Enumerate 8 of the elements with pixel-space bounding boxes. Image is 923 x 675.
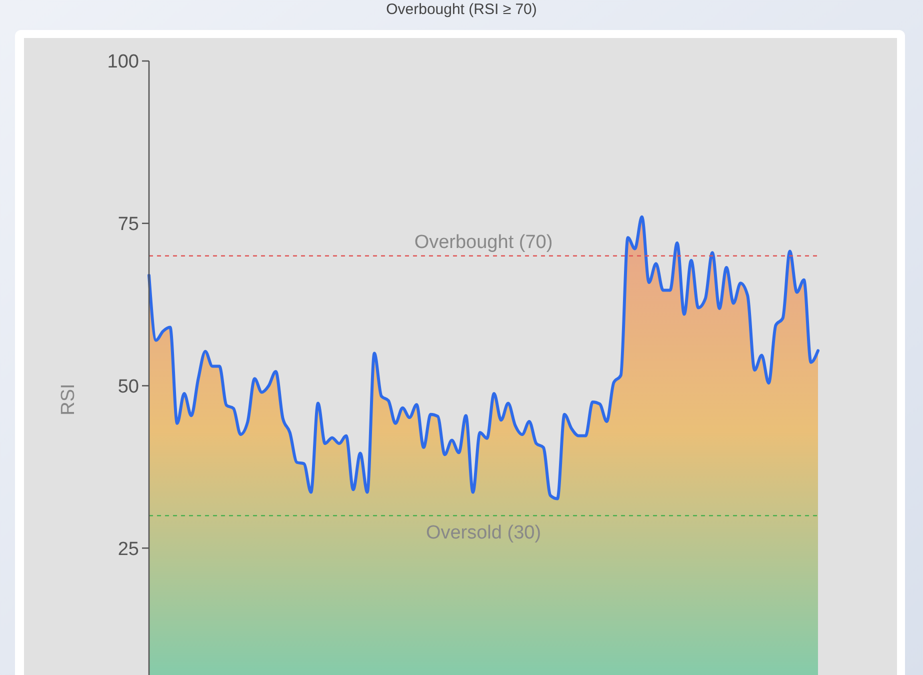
y-tick-label: 75 xyxy=(118,214,139,236)
ref-line-label: Overbought (70) xyxy=(414,232,553,253)
y-tick-label: 100 xyxy=(107,52,139,73)
y-tick-label: 25 xyxy=(118,538,139,560)
chart-title: Overbought (RSI ≥ 70) xyxy=(386,1,537,18)
ref-line-label: Oversold (30) xyxy=(426,522,542,544)
y-axis-title: RSI xyxy=(58,384,79,416)
y-tick-label: 50 xyxy=(118,376,139,398)
